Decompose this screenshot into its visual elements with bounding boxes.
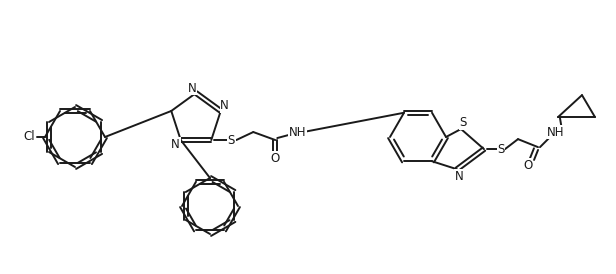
- Text: N: N: [455, 170, 463, 183]
- Text: O: O: [524, 159, 533, 172]
- Text: NH: NH: [288, 125, 306, 139]
- Text: O: O: [270, 152, 280, 164]
- Text: N: N: [221, 99, 229, 112]
- Text: S: S: [227, 133, 235, 147]
- Text: N: N: [188, 81, 197, 95]
- Text: S: S: [497, 143, 505, 156]
- Text: NH: NH: [547, 125, 565, 139]
- Text: N: N: [171, 138, 180, 150]
- Text: Cl: Cl: [23, 130, 35, 144]
- Text: S: S: [460, 116, 467, 130]
